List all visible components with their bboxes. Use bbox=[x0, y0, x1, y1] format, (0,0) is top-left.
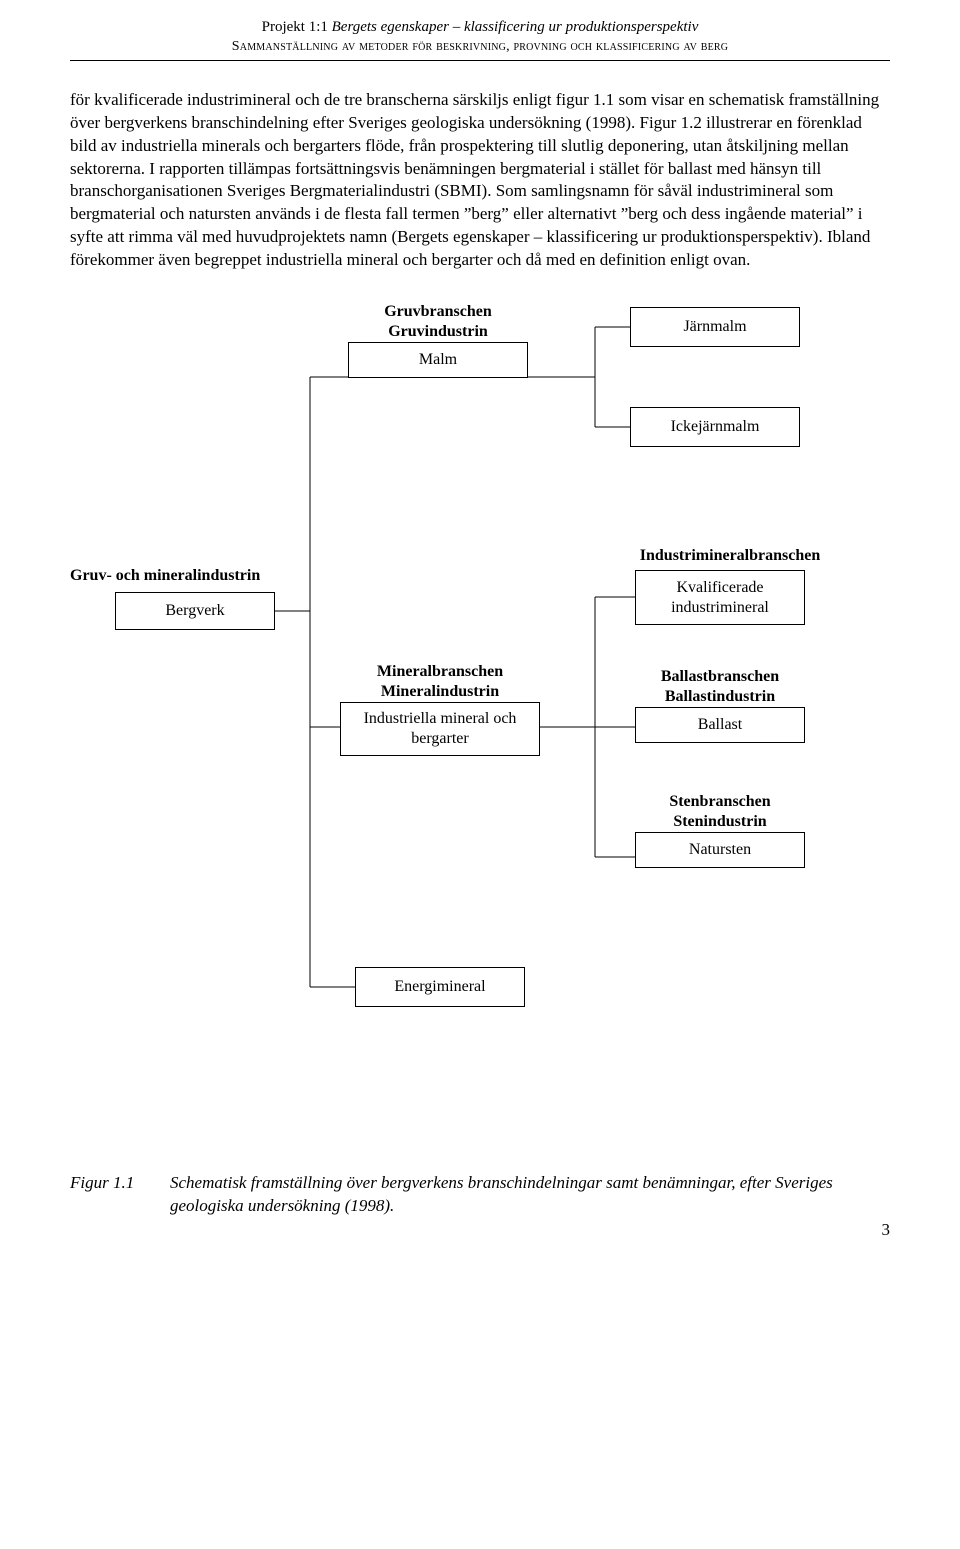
node-ickejarnmalm: Ickejärnmalm bbox=[630, 407, 800, 447]
node-kvalificerade: Kvalificerade industrimineral bbox=[635, 570, 805, 625]
node-industriella-mineral: Industriella mineral och bergarter bbox=[340, 702, 540, 756]
stenbranschen-title: StenbranschenStenindustrin bbox=[635, 792, 805, 832]
figure-caption: Figur 1.1 Schematisk framställning över … bbox=[70, 1172, 890, 1218]
node-gruvbranschen-group: GruvbranschenGruvindustrin Malm bbox=[348, 302, 528, 378]
page-number: 3 bbox=[882, 1220, 891, 1240]
ballastbranschen-title: BallastbranschenBallastindustrin bbox=[635, 667, 805, 707]
figure-label: Figur 1.1 bbox=[70, 1172, 170, 1218]
figure-text: Schematisk framställning över bergverken… bbox=[170, 1172, 890, 1218]
header-prefix: Projekt 1:1 bbox=[262, 19, 332, 35]
mineralbranschen-title: MineralbranschenMineralindustrin bbox=[340, 662, 540, 702]
branch-diagram: Gruv- och mineralindustrin Bergverk Gruv… bbox=[70, 302, 890, 1152]
node-natursten: Natursten bbox=[635, 832, 805, 868]
industrimineral-label: Industrimineralbranschen bbox=[615, 547, 845, 565]
page-header: Projekt 1:1 Bergets egenskaper – klassif… bbox=[70, 18, 890, 56]
header-italic: Bergets egenskaper – klassificering ur p… bbox=[332, 19, 699, 35]
node-jarnmalm: Järnmalm bbox=[630, 307, 800, 347]
node-stenbranschen-group: StenbranschenStenindustrin Natursten bbox=[635, 792, 805, 868]
body-paragraph: för kvalificerade industrimineral och de… bbox=[70, 89, 890, 273]
node-bergverk: Bergverk bbox=[115, 592, 275, 630]
node-malm: Malm bbox=[348, 342, 528, 378]
node-ballastbranschen-group: BallastbranschenBallastindustrin Ballast bbox=[635, 667, 805, 743]
gruvbranschen-title: GruvbranschenGruvindustrin bbox=[348, 302, 528, 342]
header-line1: Projekt 1:1 Bergets egenskaper – klassif… bbox=[70, 18, 890, 38]
node-ballast: Ballast bbox=[635, 707, 805, 743]
header-line2: Sammanställning av metoder för beskrivni… bbox=[70, 38, 890, 56]
node-energimineral: Energimineral bbox=[355, 967, 525, 1007]
gruv-mineral-label: Gruv- och mineralindustrin bbox=[70, 567, 280, 585]
node-mineralbranschen-group: MineralbranschenMineralindustrin Industr… bbox=[340, 662, 540, 756]
header-rule bbox=[70, 60, 890, 61]
